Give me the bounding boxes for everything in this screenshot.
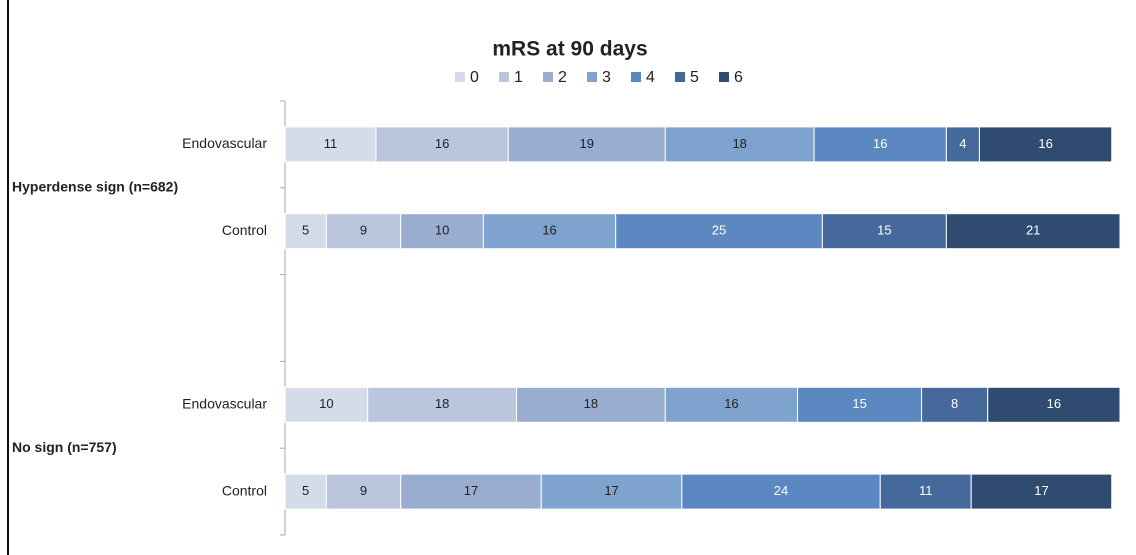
bar-segment bbox=[945, 213, 1121, 250]
category-label: Endovascular bbox=[182, 396, 267, 412]
category-label: Control bbox=[222, 482, 267, 498]
bar-segment bbox=[540, 473, 683, 510]
bar-segment bbox=[400, 473, 542, 510]
data-label: 17 bbox=[604, 483, 618, 498]
legend-swatch bbox=[587, 72, 597, 82]
bar-segment bbox=[367, 386, 517, 423]
legend-label: 1 bbox=[514, 69, 523, 86]
category-label: Control bbox=[222, 222, 267, 238]
bar-segment bbox=[681, 473, 881, 510]
bar-segment bbox=[978, 126, 1113, 163]
group-label: Hyperdense sign (n=682) bbox=[12, 179, 178, 195]
data-label: 15 bbox=[852, 396, 866, 411]
bar-segment bbox=[375, 126, 509, 163]
data-label: 9 bbox=[360, 483, 367, 498]
bar-segment bbox=[284, 473, 327, 510]
data-label: 16 bbox=[1047, 396, 1061, 411]
bar-segment bbox=[797, 386, 923, 423]
data-label: 19 bbox=[580, 136, 594, 151]
bar-segment bbox=[945, 126, 980, 163]
data-label: 16 bbox=[873, 136, 887, 151]
bar-segment bbox=[821, 213, 947, 250]
legend-swatch bbox=[631, 72, 641, 82]
data-label: 21 bbox=[1026, 223, 1040, 238]
bar-segment bbox=[325, 473, 402, 510]
data-label: 18 bbox=[435, 396, 449, 411]
bar-segment bbox=[515, 386, 666, 423]
legend-swatch bbox=[675, 72, 685, 82]
legend-label: 0 bbox=[470, 69, 479, 86]
bar-segment bbox=[482, 213, 617, 250]
category-label: Endovascular bbox=[182, 135, 267, 151]
legend-swatch bbox=[499, 72, 509, 82]
bar-segment bbox=[284, 213, 327, 250]
group-label: No sign (n=757) bbox=[12, 439, 117, 455]
legend-swatch bbox=[543, 72, 553, 82]
data-label: 11 bbox=[324, 136, 338, 151]
bar-segment bbox=[325, 213, 402, 250]
legend-swatch bbox=[455, 72, 465, 82]
data-label: 16 bbox=[542, 223, 556, 238]
bar-segment bbox=[921, 386, 989, 423]
legend-label: 3 bbox=[602, 69, 611, 86]
bar-segment bbox=[879, 473, 972, 510]
data-label: 24 bbox=[774, 483, 788, 498]
legend-label: 5 bbox=[690, 69, 699, 86]
legend-label: 6 bbox=[734, 69, 743, 86]
data-label: 25 bbox=[712, 223, 726, 238]
data-label: 18 bbox=[584, 396, 598, 411]
data-label: 10 bbox=[319, 396, 333, 411]
bar-segment bbox=[970, 473, 1113, 510]
data-label: 10 bbox=[435, 223, 449, 238]
bar-segment bbox=[284, 126, 377, 163]
data-label: 15 bbox=[877, 223, 891, 238]
legend-swatch bbox=[719, 72, 729, 82]
data-label: 16 bbox=[1038, 136, 1052, 151]
data-label: 17 bbox=[1034, 483, 1048, 498]
chart-title: mRS at 90 days bbox=[492, 38, 647, 61]
data-label: 16 bbox=[435, 136, 449, 151]
bar-segment bbox=[664, 386, 799, 423]
data-label: 5 bbox=[302, 483, 309, 498]
data-label: 8 bbox=[951, 396, 958, 411]
data-label: 16 bbox=[724, 396, 738, 411]
data-label: 17 bbox=[464, 483, 478, 498]
legend-label: 2 bbox=[558, 69, 567, 86]
data-label: 9 bbox=[360, 223, 367, 238]
bar-segment bbox=[615, 213, 823, 250]
data-label: 5 bbox=[302, 223, 309, 238]
data-label: 11 bbox=[919, 483, 933, 498]
data-label: 18 bbox=[732, 136, 746, 151]
data-label: 4 bbox=[959, 136, 966, 151]
legend-label: 4 bbox=[646, 69, 655, 86]
bar-segment bbox=[284, 386, 369, 423]
bar-segment bbox=[987, 386, 1121, 423]
